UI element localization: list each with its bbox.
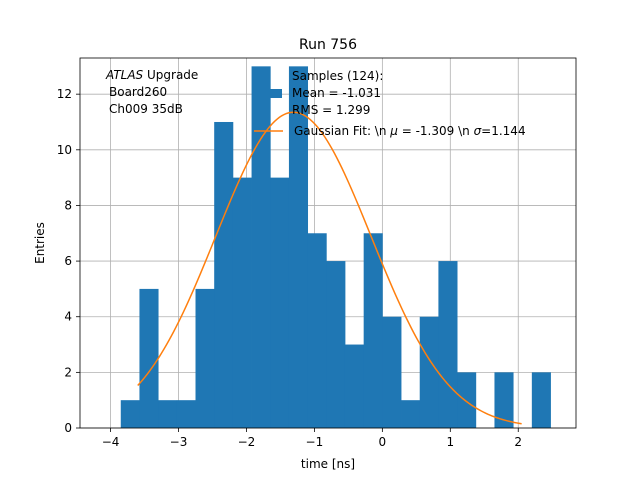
y-tick-label: 6 — [64, 254, 72, 268]
histogram-bar — [176, 400, 196, 428]
legend-hist-swatch — [255, 89, 282, 98]
histogram-bar — [363, 233, 383, 428]
annotation-line-2: Board260 — [109, 85, 167, 99]
atlas-annotation: ATLAS Upgrade Board260 Ch009 35dB — [105, 68, 198, 116]
gaussian-fit-curve — [137, 111, 522, 425]
y-axis-ticks: 0 2 4 6 8 10 12 — [57, 87, 80, 435]
annotation-upgrade: Upgrade — [143, 68, 198, 82]
histogram-bar — [438, 261, 458, 428]
chart-title: Run 756 — [299, 37, 357, 53]
histogram-bar — [214, 121, 234, 429]
legend-fit-sigma: σ — [474, 124, 482, 138]
histogram-bar — [457, 372, 477, 428]
histogram-bar — [382, 316, 402, 428]
x-tick-label: 2 — [514, 435, 522, 449]
legend-fit-mu: μ — [389, 124, 398, 138]
legend-hist-line-2: Mean = -1.031 — [292, 86, 381, 100]
y-tick-label: 12 — [57, 87, 72, 101]
y-tick-label: 2 — [64, 365, 72, 379]
x-tick-label: 0 — [379, 435, 387, 449]
histogram-bar — [195, 288, 215, 428]
y-tick-label: 8 — [64, 198, 72, 212]
histogram-bar — [251, 66, 271, 429]
legend-hist-line-1: Samples (124): — [292, 69, 383, 83]
histogram-bar — [494, 372, 514, 428]
histogram-bar — [288, 66, 309, 429]
histogram-bar — [401, 400, 421, 428]
legend-fit-prefix: Gaussian Fit: \n — [294, 124, 390, 138]
legend-fit-mid: = -1.309 \n — [398, 124, 474, 138]
histogram-bars — [120, 66, 551, 429]
y-axis-label: Entries — [33, 222, 47, 264]
x-tick-label: −3 — [170, 435, 188, 449]
histogram-bar — [326, 261, 346, 428]
x-tick-label: −1 — [306, 435, 324, 449]
histogram-bar — [344, 344, 365, 428]
annotation-line-1: ATLAS Upgrade — [105, 68, 198, 82]
legend-fit-label: Gaussian Fit: \n μ = -1.309 \n σ=1.144 — [294, 124, 526, 138]
histogram-bar — [139, 288, 159, 428]
x-axis-ticks: −4 −3 −2 −1 0 1 2 — [102, 428, 522, 449]
annotation-line-3: Ch009 35dB — [109, 102, 183, 116]
y-tick-label: 10 — [57, 143, 72, 157]
x-tick-label: 1 — [446, 435, 454, 449]
histogram-bar — [232, 177, 252, 428]
y-tick-label: 4 — [64, 310, 72, 324]
histogram-bar — [120, 400, 140, 428]
x-tick-label: −4 — [102, 435, 120, 449]
histogram-bar — [307, 233, 327, 428]
plot-frame — [79, 57, 577, 429]
x-tick-label: −2 — [238, 435, 256, 449]
histogram-bar — [531, 372, 551, 428]
annotation-atlas: ATLAS — [105, 68, 144, 82]
legend-fit-suffix: =1.144 — [481, 124, 525, 138]
y-tick-label: 0 — [64, 421, 72, 435]
legend: Samples (124): Mean = -1.031 RMS = 1.299… — [254, 69, 526, 138]
x-axis-label: time [ns] — [301, 457, 355, 471]
histogram-bar — [158, 400, 178, 428]
legend-hist-line-3: RMS = 1.299 — [292, 103, 370, 117]
histogram-bar — [270, 177, 290, 428]
histogram-bar — [419, 316, 439, 428]
